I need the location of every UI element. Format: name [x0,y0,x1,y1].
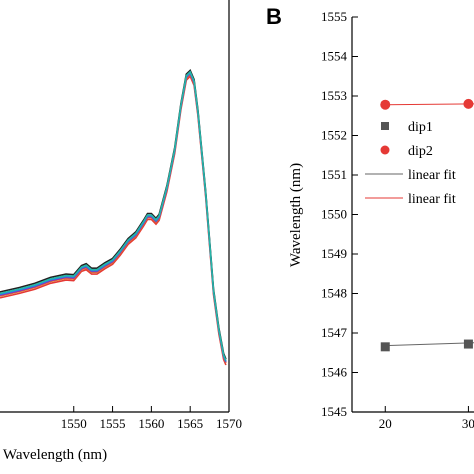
panel-b-point-dip2 [380,99,391,110]
panel-b-fit-line-2 [385,103,474,106]
panel-b-y-tick-label: 1553 [321,88,347,103]
panel-a-series-line-2 [0,73,227,364]
panel-b-x-ticks: 20 30 [379,406,474,431]
legend-label-dip1: dip1 [408,120,433,135]
panel-a-x-tick-label: 1555 [100,416,126,431]
panel-b-y-tick-label: 1547 [321,325,348,340]
panel-b-fit-lines [385,103,474,347]
panel-b-y-tick-label: 1552 [321,128,347,143]
panel-b-x-tick-label: 30 [462,416,474,431]
panel-a-x-axis-label: Wavelength (nm) [3,447,107,463]
panel-b-y-tick-label: 1548 [321,286,347,301]
panel-b-point-dip1 [380,342,390,352]
panel-a-series-line-5 [0,69,227,360]
panel-b-letter: B [266,4,282,29]
legend-label-dip2: dip2 [408,144,433,159]
panel-b-legend: dip1 dip2 linear fit linear fit [365,120,456,207]
panel-a-series-line-4 [0,71,227,362]
panel-b-point-dip2 [463,98,474,109]
panel-b: B 15451546154715481549155015511552155315… [266,4,474,431]
panel-b-y-tick-label: 1551 [321,167,347,182]
panel-b-points [380,98,474,352]
panel-b-y-tick-label: 1545 [321,404,347,419]
panel-a-x-tick-label: 1565 [177,416,203,431]
legend-marker-dip1 [381,122,389,130]
panel-b-y-tick-label: 1555 [321,9,347,24]
panel-a-x-tick-label: 1550 [61,416,87,431]
panel-b-point-dip1 [463,339,473,349]
legend-label-fit-1: linear fit [408,168,456,183]
panel-a-series [0,69,227,366]
panel-b-fit-line-1 [385,342,474,347]
panel-a-x-tick-label: 1560 [138,416,164,431]
panel-b-y-tick-label: 1550 [321,207,347,222]
panel-a-series-line-1 [0,74,227,366]
panel-a-series-line-3 [0,72,227,363]
panel-b-y-tick-label: 1549 [321,246,347,261]
panel-a-x-tick-label: 1570 [216,416,242,431]
panel-b-y-ticks: 1545 1546 1547 1548 1549 1550 1551 1552 1553 1554… [321,9,358,419]
legend-marker-dip2 [380,145,390,155]
panel-b-y-tick-label: 1554 [321,49,348,64]
legend-label-fit-2: linear fit [408,192,456,207]
panel-b-y-axis-label: Wavelength (nm) [288,163,304,267]
panel-b-y-tick-label: 1546 [321,365,348,380]
panel-b-x-tick-label: 20 [379,416,392,431]
panel-a-x-ticks: 1550 1555 1560 1565 1570 [61,406,242,431]
panel-a: 1550 1555 1560 1565 1570 Wavelength (nm) [0,0,242,463]
panel-a-series-line-6 [0,70,227,361]
